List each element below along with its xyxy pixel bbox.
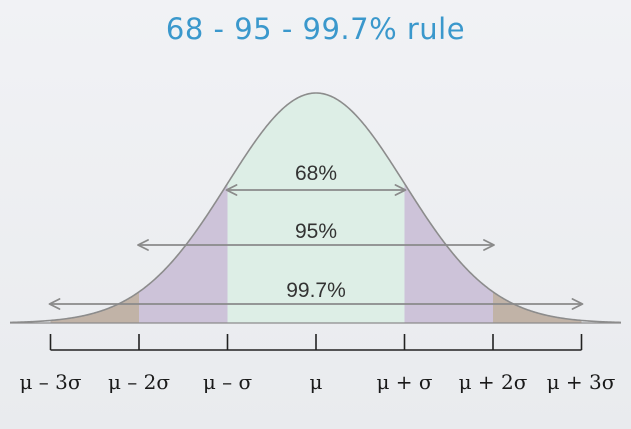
interval-label-3-sigma: 99.7%	[286, 279, 346, 302]
interval-label-1-sigma: 68%	[295, 162, 337, 185]
band-1-sigma	[227, 93, 405, 323]
axis-tick-label: μ	[310, 370, 323, 394]
axis-tick-labels: μ – 3σ μ – 2σ μ – σ μ μ + σ μ + 2σ μ + 3σ	[19, 370, 615, 394]
interval-arrows: 68% 95% 99.7%	[10, 162, 621, 324]
axis-tick-label: μ – σ	[203, 370, 253, 394]
interval-label-2-sigma: 95%	[295, 220, 337, 243]
axis-tick-label: μ + σ	[376, 370, 432, 394]
sigma-bands	[50, 93, 582, 323]
axis-tick-label: μ – 2σ	[108, 370, 170, 394]
diagram-title: 68 - 95 - 99.7% rule	[165, 12, 466, 46]
axis-tick-label: μ – 3σ	[19, 370, 81, 394]
axis-ticks	[49, 334, 583, 350]
axis-tick-label: μ + 2σ	[459, 370, 528, 394]
axis-tick-label: μ + 3σ	[547, 370, 616, 394]
